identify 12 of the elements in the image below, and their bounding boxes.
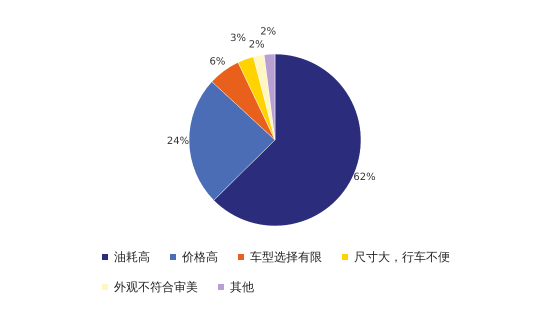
data-label: 3% bbox=[230, 33, 246, 44]
legend-label: 其他 bbox=[230, 280, 254, 294]
data-label: 2% bbox=[260, 26, 276, 38]
data-label: 6% bbox=[210, 56, 226, 68]
data-label: 24% bbox=[166, 136, 190, 148]
data-label: 62% bbox=[353, 172, 376, 183]
data-label: 2% bbox=[248, 39, 265, 50]
legend-label: 车型选择有限 bbox=[250, 250, 322, 264]
legend-label: 价格高 bbox=[181, 250, 218, 264]
legend-label: 尺寸大，行车不便 bbox=[354, 250, 450, 264]
legend-label: 外观不符合审美 bbox=[114, 280, 198, 294]
legend-label: 油耗高 bbox=[114, 250, 150, 264]
